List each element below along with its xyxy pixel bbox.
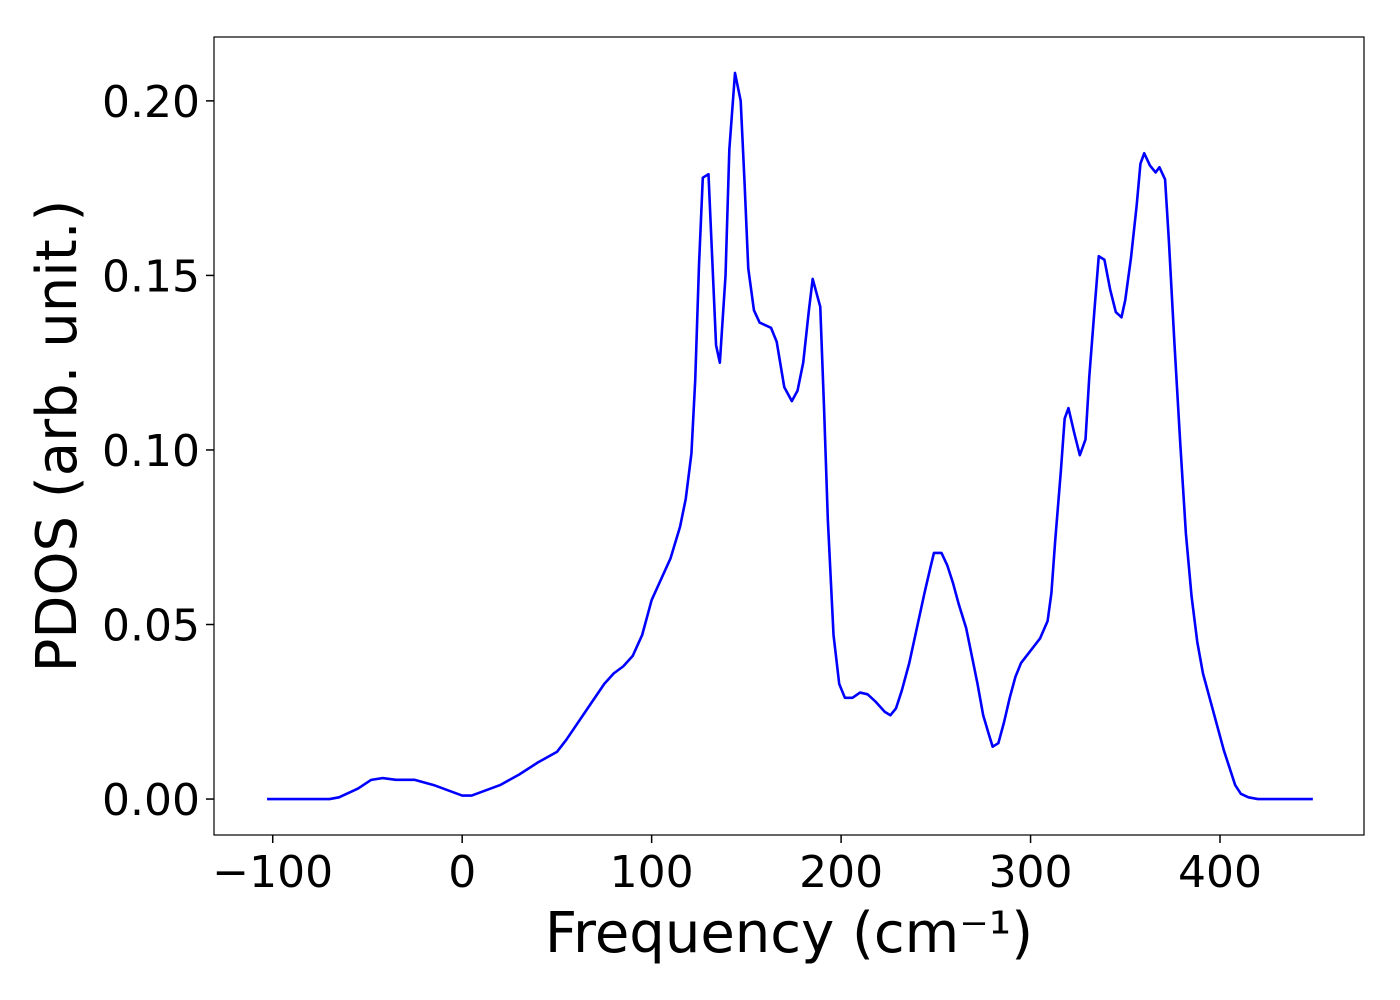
y-tick-label: 0.20: [102, 77, 200, 128]
x-tick-label: 400: [1178, 847, 1262, 898]
y-tick-label: 0.05: [102, 601, 200, 652]
x-tick-label: 200: [799, 847, 883, 898]
x-tick-label: −100: [212, 847, 333, 898]
plot-frame: [213, 36, 1365, 836]
y-tick-label: 0.15: [102, 251, 200, 302]
x-tick-label: 300: [989, 847, 1073, 898]
x-axis-label: Frequency (cm⁻¹): [545, 901, 1033, 966]
x-tick-label: 100: [610, 847, 694, 898]
y-axis-label: PDOS (arb. unit.): [25, 200, 90, 673]
data-line: [267, 71, 1313, 801]
x-tick-label: 0: [448, 847, 476, 898]
y-tick-label: 0.10: [102, 426, 200, 477]
y-tick-label: 0.00: [102, 775, 200, 826]
